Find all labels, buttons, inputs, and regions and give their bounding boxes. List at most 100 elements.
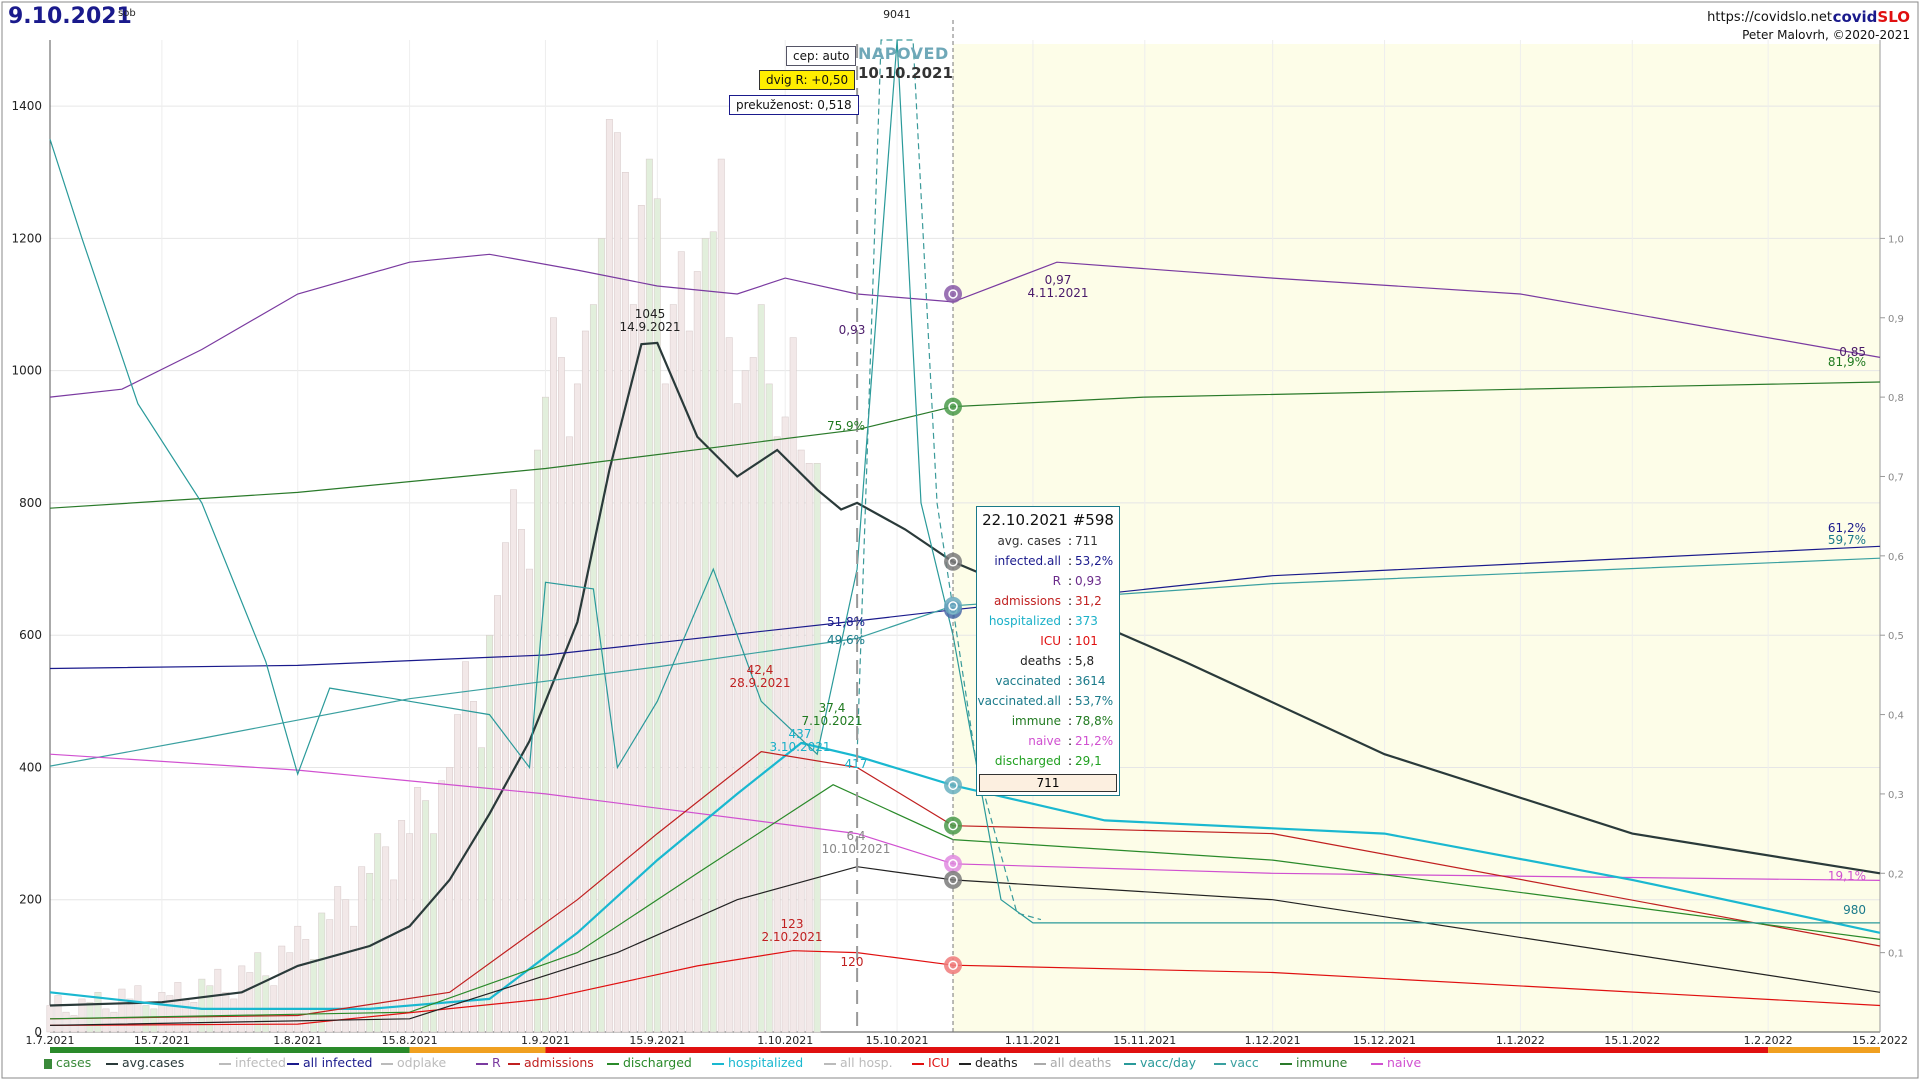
prekuzenost-button[interactable]: prekuženost: 0,518 xyxy=(729,95,859,115)
x-tick-label: 15.10.2021 xyxy=(866,1034,929,1047)
series-line-immune xyxy=(49,381,1881,509)
legend-item-vacc[interactable]: vacc xyxy=(1214,1055,1259,1070)
x-tick-label: 1.7.2021 xyxy=(26,1034,75,1047)
tooltip-row: hospitalized:373 xyxy=(977,611,1119,631)
annotation-0: 1045 xyxy=(635,307,666,321)
cases-bar xyxy=(342,899,350,1033)
cases-bar xyxy=(406,833,414,1033)
status-strip xyxy=(545,1047,1769,1053)
x-tick-label: 15.8.2021 xyxy=(382,1034,438,1047)
cursor-marker xyxy=(944,870,963,889)
dvig-r-button[interactable]: dvig R: +0,50 xyxy=(759,70,856,90)
legend-item-hospitalized[interactable]: hospitalized xyxy=(712,1055,803,1070)
tooltip-key: immune xyxy=(1011,714,1061,728)
legend-swatch xyxy=(1280,1062,1292,1065)
legend-item-all-deaths[interactable]: all deaths xyxy=(1034,1055,1111,1070)
y-left-tick-label: 800 xyxy=(19,496,42,510)
legend-label: vacc/day xyxy=(1140,1055,1197,1070)
x-tick-label: 1.1.2022 xyxy=(1496,1034,1545,1047)
cases-bar xyxy=(446,767,454,1033)
cases-bar xyxy=(142,1005,150,1033)
x-tick-label: 15.1.2022 xyxy=(1604,1034,1660,1047)
legend-label: avg.cases xyxy=(122,1055,185,1070)
legend-swatch xyxy=(381,1062,393,1065)
cases-bar xyxy=(534,449,541,1033)
y-left-tick-label: 200 xyxy=(19,893,42,907)
cases-bar xyxy=(661,383,669,1033)
x-tick-label: 1.9.2021 xyxy=(521,1034,570,1047)
cursor-marker-ring xyxy=(948,289,958,299)
x-tick-label: 1.2.2022 xyxy=(1744,1034,1793,1047)
cep-button[interactable]: cep: auto xyxy=(786,46,857,66)
tooltip-row: discharged:29,1 xyxy=(977,751,1119,771)
tooltip-row: vaccinated.all:53,7% xyxy=(977,691,1119,711)
legend-item-all-hosp-[interactable]: all hosp. xyxy=(824,1055,893,1070)
cursor-marker-ring xyxy=(948,875,958,885)
y-right-tick-label: 0,4 xyxy=(1888,711,1904,722)
annotation-sub-10: 2.10.2021 xyxy=(761,930,822,944)
annotation-sub-0: 14.9.2021 xyxy=(619,320,680,334)
cases-bar xyxy=(597,238,605,1033)
tooltip-sep: : xyxy=(1067,734,1073,748)
legend-item-discharged[interactable]: discharged xyxy=(607,1055,692,1070)
legend-swatch xyxy=(912,1062,924,1065)
tooltip-row: naive:21,2% xyxy=(977,731,1119,751)
legend-swatch xyxy=(1034,1062,1046,1065)
legend-item-odplake[interactable]: odplake xyxy=(381,1055,446,1070)
legend-item-vacc-day[interactable]: vacc/day xyxy=(1124,1055,1196,1070)
legend-item-r[interactable]: R xyxy=(476,1055,501,1070)
cases-bar xyxy=(366,873,374,1033)
cases-bar xyxy=(518,529,525,1033)
status-strip xyxy=(50,1047,410,1053)
legend-label: deaths xyxy=(975,1055,1018,1070)
cases-bar xyxy=(653,198,661,1033)
cursor-marker-ring xyxy=(948,780,958,791)
data-tooltip: 22.10.2021 #598 avg. cases:711 infected.a… xyxy=(976,506,1120,796)
cases-bar xyxy=(478,747,485,1033)
cases-bar xyxy=(581,330,589,1033)
cursor-marker xyxy=(944,776,963,795)
cases-bar xyxy=(302,939,310,1033)
y-left-tick-label: 400 xyxy=(19,760,42,774)
page-date: 9.10.2021 xyxy=(8,4,132,29)
cases-bar xyxy=(789,337,797,1033)
forecast-peak-label: 9041 xyxy=(883,8,911,21)
site-url[interactable]: https://covidslo.net xyxy=(1707,10,1832,25)
legend-item-avg-cases[interactable]: avg.cases xyxy=(106,1055,184,1070)
annotation-15: 61,2% xyxy=(1828,521,1866,535)
author-credit: Peter Malovrh, ©2020-2021 xyxy=(1742,28,1910,42)
legend-item-icu[interactable]: ICU xyxy=(912,1055,950,1070)
cases-bar xyxy=(350,925,358,1033)
legend-item-cases[interactable]: cases xyxy=(44,1055,91,1070)
legend-item-all-infected[interactable]: all infected xyxy=(287,1055,372,1070)
legend-item-naive[interactable]: naive xyxy=(1371,1055,1421,1070)
cases-bar xyxy=(629,304,637,1033)
cases-bar xyxy=(510,489,517,1033)
tooltip-value: 5,8 xyxy=(1075,654,1095,668)
cases-bar xyxy=(565,436,573,1033)
legend-item-deaths[interactable]: deaths xyxy=(959,1055,1018,1070)
cases-bar xyxy=(86,1001,94,1033)
legend-swatch xyxy=(1124,1062,1136,1065)
legend-label: all deaths xyxy=(1050,1055,1112,1070)
legend-swatch xyxy=(712,1062,724,1065)
legend-item-admissions[interactable]: admissions xyxy=(508,1055,594,1070)
annotation-17: 19,1% xyxy=(1828,869,1866,883)
tooltip-key: avg. cases xyxy=(997,534,1061,548)
brand-logo: covidSLO xyxy=(1833,8,1910,26)
cursor-marker xyxy=(944,596,963,615)
forecast-label: NAPOVED xyxy=(858,44,949,63)
tooltip-row: R:0,93 xyxy=(977,571,1119,591)
tooltip-value: 101 xyxy=(1075,634,1098,648)
legend-item-infected[interactable]: infected xyxy=(219,1055,286,1070)
cases-bar xyxy=(134,985,142,1033)
cases-bar xyxy=(605,119,613,1033)
y-right-tick-label: 0,3 xyxy=(1888,790,1904,801)
annotation-sub-1: 4.11.2021 xyxy=(1027,286,1088,300)
legend-item-immune[interactable]: immune xyxy=(1280,1055,1347,1070)
cases-bar xyxy=(709,231,717,1033)
series-line-vacc-day xyxy=(49,39,1880,924)
tooltip-key: vaccinated.all xyxy=(977,694,1061,708)
tooltip-value: 21,2% xyxy=(1075,734,1114,748)
cases-bar xyxy=(573,383,581,1033)
